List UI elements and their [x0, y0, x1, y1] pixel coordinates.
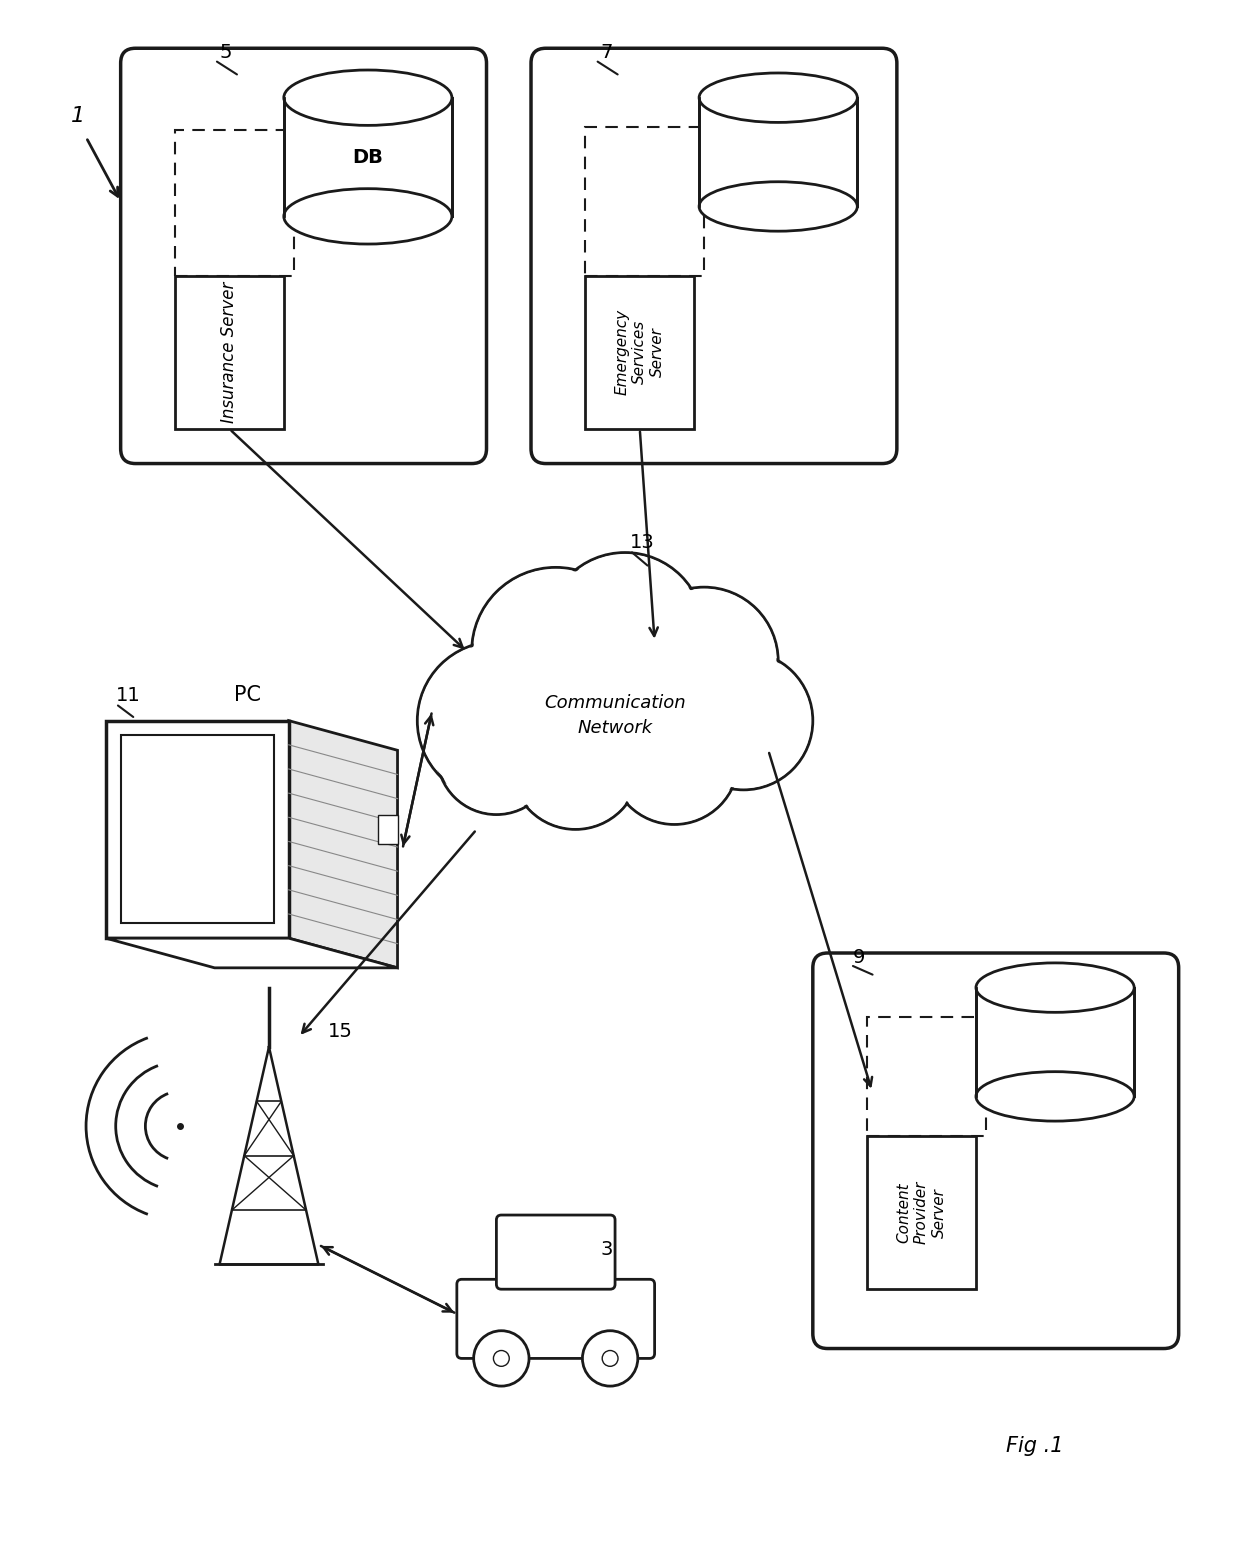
Circle shape — [613, 698, 737, 822]
FancyBboxPatch shape — [496, 1215, 615, 1290]
Circle shape — [610, 696, 739, 825]
Circle shape — [677, 654, 811, 788]
Circle shape — [418, 642, 575, 800]
Text: Fig .1: Fig .1 — [1006, 1436, 1063, 1456]
FancyBboxPatch shape — [378, 814, 398, 844]
Polygon shape — [105, 939, 398, 968]
Circle shape — [439, 698, 553, 813]
Text: 15: 15 — [329, 1023, 353, 1041]
Text: 1: 1 — [71, 106, 86, 126]
Text: 11: 11 — [115, 685, 140, 706]
FancyBboxPatch shape — [120, 735, 274, 923]
Circle shape — [630, 587, 779, 735]
Circle shape — [518, 625, 692, 797]
Ellipse shape — [699, 182, 857, 232]
Text: Insurance Server: Insurance Server — [221, 281, 238, 423]
Circle shape — [548, 555, 702, 709]
Ellipse shape — [976, 963, 1135, 1012]
Circle shape — [513, 704, 637, 827]
Circle shape — [420, 643, 573, 797]
FancyBboxPatch shape — [585, 275, 694, 429]
Ellipse shape — [284, 70, 451, 126]
FancyBboxPatch shape — [456, 1279, 655, 1358]
Circle shape — [675, 651, 812, 789]
Text: Communication
Network: Communication Network — [544, 695, 686, 737]
Text: 7: 7 — [600, 44, 613, 62]
Ellipse shape — [699, 73, 857, 123]
Text: DB: DB — [352, 148, 383, 166]
Circle shape — [474, 1330, 529, 1386]
Text: 9: 9 — [852, 948, 864, 967]
FancyBboxPatch shape — [812, 953, 1179, 1349]
Circle shape — [603, 1350, 618, 1366]
FancyBboxPatch shape — [105, 721, 289, 939]
Circle shape — [494, 1350, 510, 1366]
Polygon shape — [976, 988, 1135, 1097]
Ellipse shape — [284, 188, 451, 244]
Polygon shape — [289, 721, 398, 968]
Ellipse shape — [976, 1072, 1135, 1120]
Circle shape — [632, 589, 776, 733]
Circle shape — [474, 570, 637, 733]
Text: 13: 13 — [630, 533, 655, 552]
FancyBboxPatch shape — [120, 48, 486, 463]
Circle shape — [583, 1330, 637, 1386]
Circle shape — [436, 696, 556, 814]
FancyBboxPatch shape — [867, 1136, 976, 1290]
FancyBboxPatch shape — [175, 275, 284, 429]
Circle shape — [546, 553, 704, 710]
Text: Content
Provider
Server: Content Provider Server — [897, 1181, 946, 1245]
Polygon shape — [284, 98, 451, 216]
Text: Emergency
Services
Server: Emergency Services Server — [615, 309, 665, 395]
FancyBboxPatch shape — [531, 48, 897, 463]
Text: 3: 3 — [600, 1240, 613, 1259]
Circle shape — [516, 622, 694, 800]
Text: 5: 5 — [219, 44, 232, 62]
Text: PC: PC — [234, 685, 262, 706]
Circle shape — [471, 567, 640, 735]
Circle shape — [511, 701, 640, 830]
Polygon shape — [699, 98, 857, 207]
